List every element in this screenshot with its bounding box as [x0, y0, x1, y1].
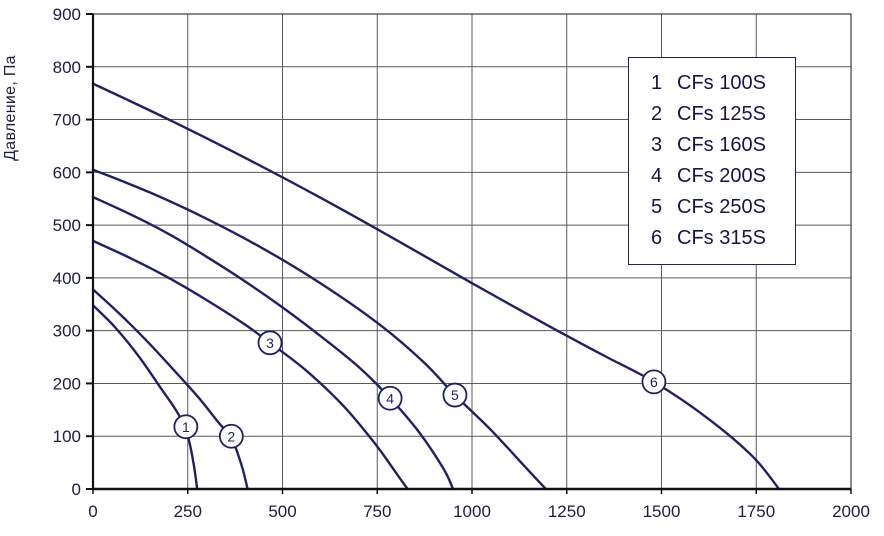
legend-entry: 3 CFs 160S	[649, 130, 787, 161]
y-tick-label: 400	[53, 269, 81, 288]
curve-cfs-100s	[91, 304, 199, 491]
y-tick-label: 600	[53, 163, 81, 182]
x-tick-label: 750	[363, 502, 391, 521]
x-tick-label: 500	[268, 502, 296, 521]
y-tick-label: 500	[53, 216, 81, 235]
x-tick-label: 1250	[548, 502, 586, 521]
curve-marker-label: 2	[227, 428, 235, 444]
curve-marker-circle	[377, 385, 403, 411]
curve-marker-circle	[218, 423, 244, 449]
legend-entry-label: CFs 200S	[677, 165, 766, 187]
curve-cfs-250s	[91, 168, 548, 491]
y-tick-label: 200	[53, 374, 81, 393]
legend-entry-label: CFs 250S	[677, 196, 766, 218]
curve-cfs-315s	[91, 82, 781, 491]
curve-marker-label: 3	[266, 335, 274, 351]
legend-entry-label: CFs 315S	[677, 227, 766, 249]
y-tick-label: 100	[53, 427, 81, 446]
legend-entry-number: 3	[650, 134, 663, 156]
curve-marker-circle	[442, 382, 468, 408]
legend-entry: 2 CFs 125S	[649, 99, 787, 130]
curve-cfs-200s	[91, 195, 455, 491]
x-tick-label: 1000	[453, 502, 491, 521]
y-tick-label: 900	[53, 5, 81, 24]
curve-marker-circle	[641, 369, 667, 395]
y-tick-label: 700	[53, 111, 81, 130]
curve-marker-label: 6	[650, 374, 658, 390]
y-tick-label: 800	[53, 58, 81, 77]
legend-entry-label: CFs 100S	[677, 72, 766, 94]
y-axis-title: Давление, Па	[2, 55, 19, 161]
x-tick-label: 1500	[643, 502, 681, 521]
legend-entry-label: CFs 160S	[677, 134, 766, 156]
curve-marker-label: 4	[386, 390, 394, 406]
curve-marker-circle	[173, 414, 199, 440]
legend-entry-number: 5	[650, 196, 663, 218]
y-tick-label: 0	[72, 480, 81, 499]
y-tick-label: 300	[53, 322, 81, 341]
legend-entry-number: 6	[650, 227, 663, 249]
legend-entry-number: 1	[650, 72, 663, 94]
legend-entry: 5 CFs 250S	[649, 192, 787, 223]
legend-entry: 1 CFs 100S	[649, 68, 787, 99]
curve-marker-label: 5	[451, 387, 459, 403]
x-tick-label: 250	[174, 502, 202, 521]
legend-entry: 6 CFs 315S	[649, 223, 787, 254]
curve-marker-label: 1	[182, 419, 190, 435]
legend-entry-number: 2	[650, 103, 663, 125]
x-tick-label: 2000	[832, 502, 870, 521]
legend-entry-label: CFs 125S	[677, 103, 766, 125]
legend-entry-number: 4	[650, 165, 663, 187]
legend-box: 1 CFs 100S 2 CFs 125S 3 CFs 160S 4 CFs 200S 5 CFs…	[628, 57, 796, 265]
curve-marker-circle	[257, 330, 283, 356]
x-tick-label: 0	[88, 502, 97, 521]
x-tick-label: 1750	[737, 502, 775, 521]
curve-cfs-125s	[91, 288, 249, 491]
legend-entry: 4 CFs 200S	[649, 161, 787, 192]
